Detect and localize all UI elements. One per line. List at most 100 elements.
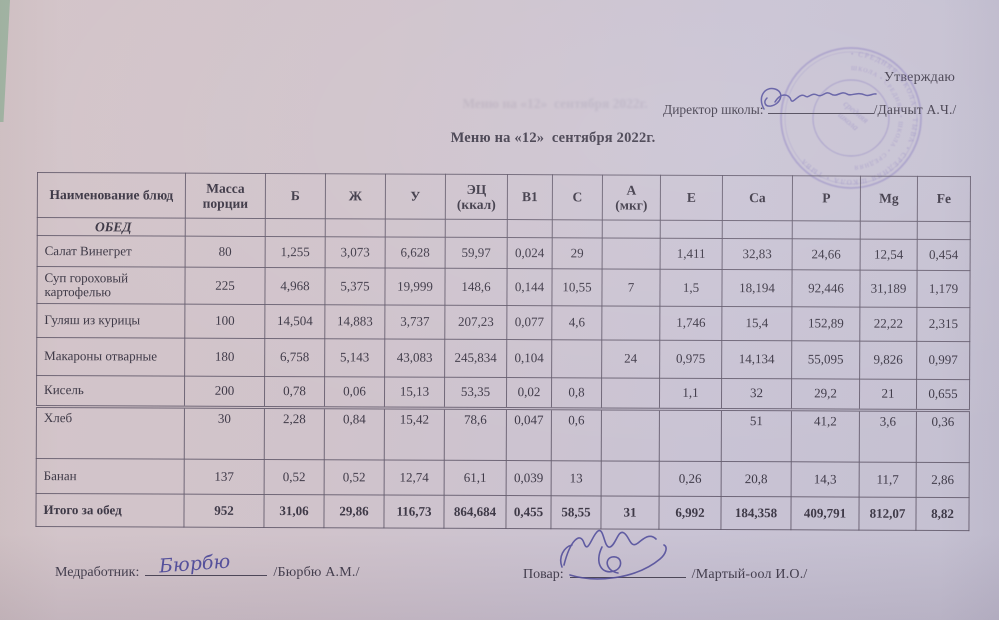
empty-cell	[792, 220, 861, 240]
empty-cell	[552, 219, 603, 239]
nutrient-value: 0,06	[324, 376, 385, 409]
empty-cell	[445, 219, 508, 238]
nutrient-value: 0,047	[506, 408, 552, 461]
nutrient-value: 53,35	[444, 377, 507, 409]
nutrient-value	[601, 378, 660, 410]
nutrient-value: 12,54	[860, 239, 918, 271]
nutrient-value: 9,826	[859, 341, 917, 380]
med-label: Медработник:	[55, 565, 140, 580]
total-value: 952	[183, 494, 265, 528]
nutrient-value: 1,1	[659, 378, 722, 410]
nutrient-value: 0,077	[506, 305, 552, 340]
nutrient-value: 11,7	[859, 462, 917, 498]
nutrient-value	[601, 461, 660, 497]
menu-row: Банан 137 0,52 0,52 12,74 61,1 0,039 13 0,26 20,8…	[36, 458, 970, 498]
column-header: Б	[265, 173, 326, 219]
nutrient-value: 245,834	[444, 339, 507, 378]
nutrient-value	[602, 238, 661, 270]
nutrient-value	[551, 339, 602, 379]
empty-cell	[917, 221, 971, 240]
nutrient-value: 2,315	[916, 307, 970, 342]
dish-name: Гуляш из курицы	[36, 303, 185, 339]
nutrient-value: 1,411	[660, 238, 723, 270]
nutrient-value: 19,999	[384, 268, 446, 306]
column-header: Р	[792, 175, 861, 222]
total-value: 812,07	[858, 497, 917, 531]
menu-row: Салат Винегрет 80 1,255 3,073 6,628 59,97 0,02…	[37, 235, 971, 271]
nutrient-value: 0,454	[917, 239, 971, 271]
dish-name: Кисель	[36, 375, 185, 408]
nutrient-value: 0,655	[916, 379, 970, 411]
nutrient-value: 10,55	[551, 268, 603, 307]
header-row: Наименование блюд Масса порции Б Ж У ЭЦ (ккал…	[37, 172, 971, 222]
med-worker-line: Медработник: Бюрбю/Бюрбю А.М./	[55, 551, 360, 581]
cook-line: Повар: /Мартый-оол И.О./	[523, 529, 808, 583]
nutrient-value: 43,083	[384, 339, 445, 378]
nutrient-value: 3,6	[859, 410, 917, 463]
column-header: Масса порции	[185, 173, 266, 219]
nutrient-value: 100	[184, 304, 265, 339]
nutrient-value: 0,78	[264, 376, 325, 408]
total-value: 58,55	[550, 495, 602, 530]
nutrient-value: 3,737	[384, 305, 445, 340]
nutrient-value	[601, 409, 660, 462]
nutrient-value: 92,446	[791, 269, 861, 308]
nutrient-value: 6,628	[385, 237, 446, 269]
cook-label: Повар:	[523, 567, 564, 582]
menu-row: Макароны отварные 180 6,758 5,143 43,083 245,…	[36, 337, 970, 380]
approve-label: Утверждаю	[884, 70, 956, 85]
nutrient-value: 180	[184, 338, 265, 377]
nutrient-value: 6,758	[264, 338, 325, 377]
nutrient-value: 3,073	[325, 236, 386, 269]
director-label: Директор школы:	[663, 102, 764, 117]
empty-cell	[602, 219, 661, 239]
dish-name: Банан	[36, 458, 185, 495]
column-header: ЭЦ (ккал)	[445, 174, 508, 220]
nutrient-value: 0,52	[324, 459, 385, 496]
menu-row: Кисель 200 0,78 0,06 15,13 53,35 0,02 0,8 1,1 32 2…	[36, 375, 970, 411]
nutrient-value: 0,144	[506, 268, 553, 306]
nutrient-value: 14,504	[264, 304, 325, 339]
nutrient-value	[659, 409, 722, 462]
column-header: С	[552, 174, 603, 220]
med-signature-line: Бюрбю	[145, 551, 268, 577]
total-value: 8,82	[915, 497, 970, 531]
nutrient-value: 29,2	[791, 378, 860, 411]
nutrient-value: 225	[184, 267, 266, 305]
med-name: /Бюрбю А.М./	[273, 565, 360, 580]
nutrient-value: 0,975	[659, 340, 722, 379]
total-value: 31,06	[263, 494, 325, 528]
dish-name: Салат Винегрет	[37, 235, 186, 268]
nutrient-value: 0,84	[324, 407, 385, 461]
cook-signature-line	[559, 529, 686, 580]
nutrient-value: 1,255	[265, 236, 326, 268]
nutrient-value: 13	[551, 460, 602, 497]
nutrient-value: 31,189	[859, 270, 918, 308]
column-header: В1	[507, 174, 553, 220]
nutrient-value: 1,5	[659, 269, 723, 307]
nutrient-value: 20,8	[721, 461, 792, 497]
column-header: У	[385, 174, 446, 220]
bleed-through-title: Меню на «12» сентября 2022г.	[462, 96, 648, 111]
nutrient-value: 22,22	[859, 307, 917, 342]
menu-row: Суп гороховый картофелью 225 4,968 5,375 19,…	[36, 266, 971, 308]
nutrient-value: 0,104	[506, 339, 552, 378]
nutrient-value: 5,143	[324, 338, 385, 378]
dish-name: Суп гороховый картофелью	[36, 266, 186, 305]
nutrient-value: 15,42	[384, 408, 445, 461]
column-header: Е	[660, 175, 723, 221]
nutrient-value: 200	[184, 376, 265, 408]
nutrient-value: 14,883	[324, 304, 385, 340]
nutrient-value: 15,13	[384, 377, 445, 409]
menu-title: Меню на «12» сентября 2022г.	[450, 130, 656, 146]
total-row: Итого за обед 952 31,06 29,86 116,73 864,684 0…	[35, 493, 970, 531]
director-approval-line: Директор школы: /Данчыт А.Ч./	[663, 87, 983, 118]
nutrient-value: 0,8	[551, 377, 602, 410]
nutrient-value: 0,024	[507, 237, 553, 269]
column-header: Fe	[917, 176, 971, 222]
med-signature: Бюрбю	[158, 550, 232, 578]
desk-surface-edge	[0, 0, 10, 122]
director-name: /Данчыт А.Ч./	[873, 102, 957, 117]
nutrient-value: 152,89	[791, 306, 860, 342]
